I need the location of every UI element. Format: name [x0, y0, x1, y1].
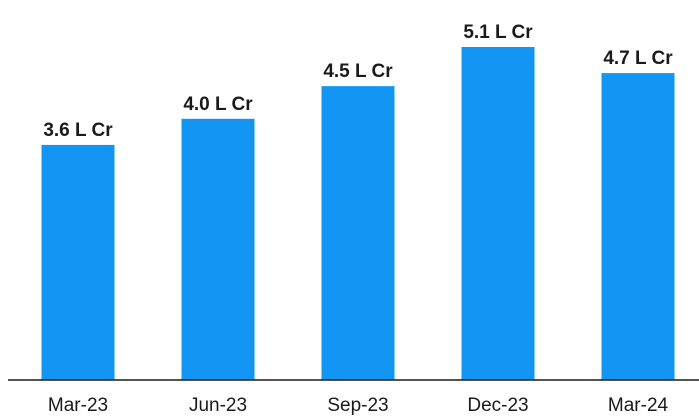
x-tick-label-mar-23: Mar-23	[48, 395, 108, 416]
bars-group	[41, 46, 675, 381]
data-label-mar-23: 3.6 L Cr	[43, 120, 113, 141]
bar-dec-23	[461, 46, 535, 380]
bar-mar-23	[41, 144, 115, 380]
data-label-dec-23: 5.1 L Cr	[463, 22, 533, 43]
data-label-mar-24: 4.7 L Cr	[603, 48, 673, 69]
x-tick-label-sep-23: Sep-23	[327, 395, 388, 416]
data-label-jun-23: 4.0 L Cr	[183, 94, 253, 115]
x-tick-label-mar-24: Mar-24	[608, 395, 669, 416]
data-label-sep-23: 4.5 L Cr	[323, 61, 393, 82]
bar-jun-23	[181, 118, 255, 381]
data-labels-group: 3.6 L Cr 4.0 L Cr 4.5 L Cr 5.1 L Cr 4.7 L Cr	[43, 22, 673, 141]
x-tick-label-dec-23: Dec-23	[467, 395, 528, 416]
bar-sep-23	[321, 86, 395, 381]
x-tick-label-jun-23: Jun-23	[189, 395, 247, 416]
bar-mar-24	[601, 73, 675, 380]
x-tick-labels-group: Mar-23 Jun-23 Sep-23 Dec-23 Mar-24	[48, 395, 669, 416]
